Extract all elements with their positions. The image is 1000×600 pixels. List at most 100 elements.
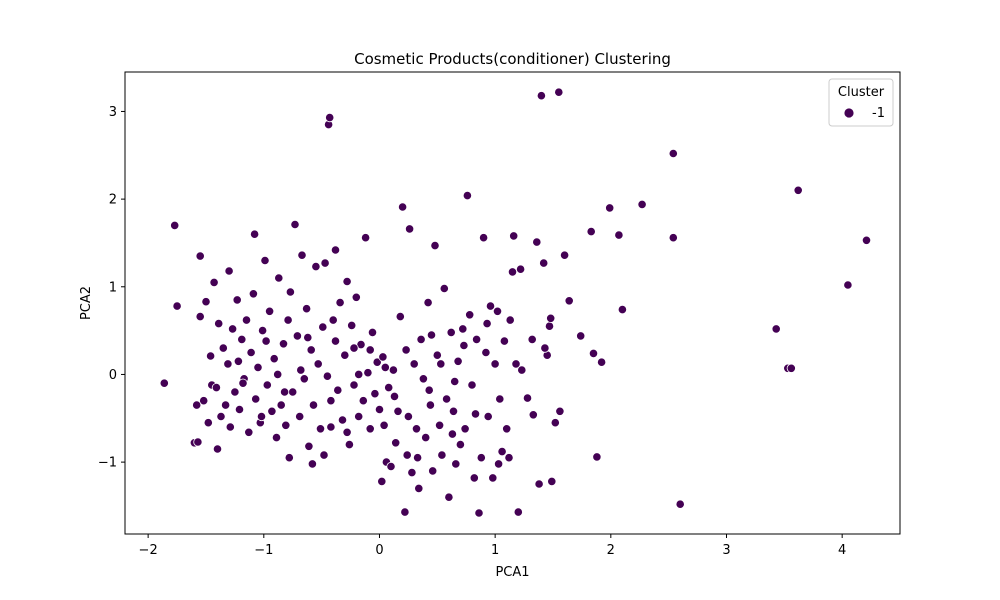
data-point	[391, 438, 401, 448]
data-point	[296, 365, 306, 375]
data-point	[605, 203, 615, 213]
data-point	[527, 334, 537, 344]
data-point	[248, 289, 258, 299]
data-point	[170, 220, 180, 230]
data-point	[544, 321, 555, 331]
data-point	[365, 424, 375, 434]
data-point	[304, 441, 314, 451]
data-point	[793, 185, 803, 195]
data-point	[367, 327, 378, 337]
data-point	[328, 315, 338, 325]
data-point	[306, 345, 316, 355]
data-point	[260, 255, 270, 266]
data-point	[786, 363, 796, 373]
data-point	[499, 336, 509, 346]
data-point	[349, 380, 359, 390]
data-point	[423, 297, 433, 308]
legend-marker	[843, 107, 855, 119]
data-point	[279, 387, 290, 397]
data-point	[668, 233, 678, 243]
data-point	[470, 409, 481, 419]
data-point	[843, 280, 853, 290]
data-point	[460, 424, 470, 434]
data-point	[238, 378, 248, 388]
data-point	[495, 394, 505, 404]
data-point	[637, 199, 647, 209]
data-point	[437, 450, 447, 460]
data-point	[250, 229, 260, 239]
data-point	[333, 385, 343, 395]
data-point	[308, 400, 319, 410]
y-axis: −1 0 1 2 3	[98, 105, 125, 471]
data-point	[283, 315, 293, 325]
y-tick-label: 1	[109, 280, 117, 295]
data-point	[474, 508, 484, 518]
data-point	[596, 357, 607, 367]
data-point	[342, 276, 352, 287]
points-layer	[159, 87, 872, 518]
data-point	[313, 359, 323, 369]
data-point	[318, 322, 328, 332]
data-point	[322, 371, 332, 381]
data-point	[559, 250, 570, 260]
data-point	[351, 292, 361, 302]
data-point	[301, 304, 312, 314]
data-point	[232, 295, 242, 305]
data-point	[199, 396, 209, 406]
data-point	[212, 444, 223, 454]
data-point	[668, 148, 678, 159]
legend: Cluster -1	[828, 78, 894, 127]
data-point	[467, 380, 477, 390]
data-point	[269, 354, 279, 364]
data-point	[330, 245, 341, 255]
data-point	[528, 410, 538, 420]
data-point	[428, 466, 438, 476]
y-tick-label: 0	[109, 368, 117, 383]
data-point	[482, 318, 492, 329]
data-point	[325, 113, 335, 123]
data-point	[513, 507, 523, 517]
data-point	[453, 356, 463, 366]
data-point	[497, 446, 507, 457]
data-point	[261, 336, 271, 346]
data-point	[502, 424, 512, 434]
data-point	[358, 396, 368, 406]
data-point	[451, 459, 461, 469]
data-point	[614, 230, 624, 240]
data-point	[363, 368, 373, 378]
data-point	[492, 306, 503, 316]
data-point	[340, 350, 350, 360]
data-point	[311, 261, 321, 272]
data-point	[267, 406, 277, 416]
data-point	[447, 429, 457, 439]
data-point	[262, 380, 272, 390]
plot-area	[124, 71, 901, 535]
data-point	[370, 389, 380, 399]
data-point	[360, 233, 371, 243]
data-point	[274, 273, 284, 283]
data-point	[206, 351, 216, 361]
data-point	[211, 382, 221, 393]
data-point	[337, 415, 348, 425]
data-point	[335, 297, 345, 308]
data-point	[377, 476, 387, 486]
x-tick-label: 0	[375, 543, 383, 558]
data-point	[536, 91, 547, 101]
x-axis-label: PCA1	[495, 565, 529, 580]
x-axis: −2 −1 0 1 2 3 4	[139, 534, 846, 558]
data-point	[439, 283, 449, 294]
data-point	[193, 437, 203, 447]
data-point	[416, 334, 426, 344]
data-point	[297, 250, 307, 260]
data-point	[230, 387, 240, 397]
data-point	[386, 461, 396, 472]
data-point	[246, 347, 256, 358]
data-point	[421, 432, 431, 443]
data-point	[861, 235, 872, 245]
data-point	[588, 348, 599, 358]
data-point	[540, 343, 550, 353]
data-point	[409, 359, 419, 369]
data-point	[378, 352, 388, 362]
data-point	[534, 479, 544, 489]
